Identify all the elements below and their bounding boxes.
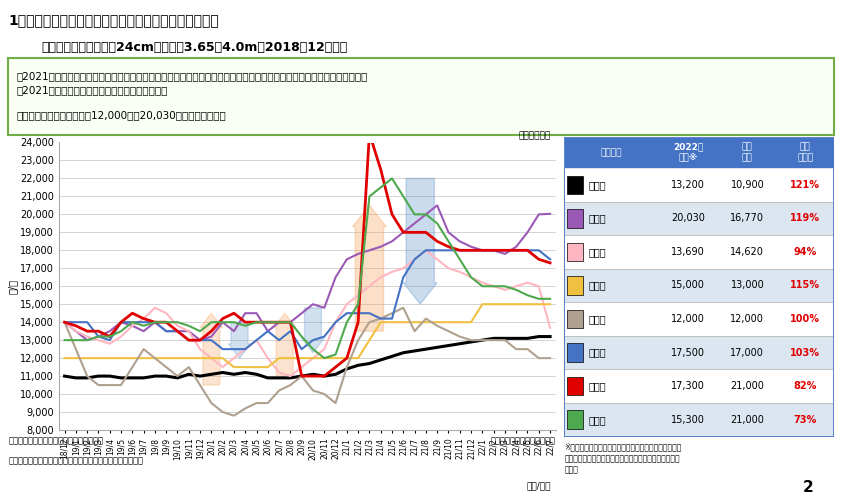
Text: 12,000: 12,000 bbox=[730, 314, 765, 324]
Bar bbox=[567, 176, 583, 194]
Text: 1　価格の動向　（１）原木価格（原木市場・共販所）: 1 価格の動向 （１）原木価格（原木市場・共販所） bbox=[8, 13, 219, 27]
Text: 岡山県: 岡山県 bbox=[589, 314, 606, 324]
Bar bbox=[567, 276, 583, 294]
Text: （年/月）: （年/月） bbox=[526, 482, 551, 491]
Bar bbox=[567, 310, 583, 328]
Bar bbox=[564, 235, 834, 268]
Text: 資料：林野庁木材産業課調べ: 資料：林野庁木材産業課調べ bbox=[491, 436, 556, 445]
Text: 121%: 121% bbox=[791, 180, 820, 190]
Text: 17,000: 17,000 bbox=[730, 348, 765, 358]
Text: 栃木県: 栃木県 bbox=[589, 247, 606, 257]
Text: 秋田県: 秋田県 bbox=[589, 214, 606, 224]
Text: ・2021年４月以降、いわゆるウッドショックにより価格が大きく上昇し、その後一部の地域で下落したが、全般的には、
　2021年３月以前と比較すると高い水準で推移: ・2021年４月以降、いわゆるウッドショックにより価格が大きく上昇し、その後一部… bbox=[17, 72, 368, 96]
Text: 前年
同期: 前年 同期 bbox=[742, 142, 753, 163]
Text: 73%: 73% bbox=[794, 414, 817, 424]
Text: 82%: 82% bbox=[794, 381, 817, 391]
Text: 長野県: 長野県 bbox=[589, 280, 606, 290]
Text: 20,030: 20,030 bbox=[671, 214, 705, 224]
Text: 16,770: 16,770 bbox=[730, 214, 765, 224]
Bar bbox=[564, 302, 834, 336]
Text: 103%: 103% bbox=[791, 348, 820, 358]
Text: 15,000: 15,000 bbox=[671, 280, 705, 290]
FancyArrow shape bbox=[274, 313, 296, 376]
Bar bbox=[564, 168, 834, 202]
Text: ア　スギ（全国）　径24cm程度、長3.65～4.0m（2018年12月～）: ア スギ（全国） 径24cm程度、長3.65～4.0m（2018年12月～） bbox=[41, 41, 348, 54]
Text: 14,620: 14,620 bbox=[730, 247, 765, 257]
Text: 17,300: 17,300 bbox=[671, 381, 705, 391]
FancyArrow shape bbox=[403, 178, 437, 304]
Text: 宮崎県: 宮崎県 bbox=[589, 414, 606, 424]
Text: 北海道: 北海道 bbox=[589, 180, 606, 190]
Text: 21,000: 21,000 bbox=[730, 414, 765, 424]
Text: 前年
同期比: 前年 同期比 bbox=[797, 142, 813, 163]
Bar bbox=[564, 403, 834, 436]
Bar bbox=[564, 268, 834, 302]
Text: 熊本県: 熊本県 bbox=[589, 381, 606, 391]
Text: ※北海道については６月、秋田県、栃木県、長野県、岡
山県、高知県、熊本県及び宮崎県については７月の値を
使用。: ※北海道については６月、秋田県、栃木県、長野県、岡 山県、高知県、熊本県及び宮崎… bbox=[564, 442, 681, 475]
Bar bbox=[564, 370, 834, 403]
Text: 13,690: 13,690 bbox=[671, 247, 705, 257]
Text: 100%: 100% bbox=[791, 314, 820, 324]
Bar bbox=[567, 344, 583, 362]
Bar bbox=[564, 336, 834, 370]
Text: 都道府県: 都道府県 bbox=[600, 148, 622, 158]
Bar bbox=[567, 410, 583, 429]
Bar bbox=[564, 202, 834, 235]
Bar bbox=[564, 138, 834, 168]
Text: 17,500: 17,500 bbox=[671, 348, 705, 358]
Text: 10,900: 10,900 bbox=[731, 180, 765, 190]
Text: ・直近のスギ原木価格は、12,000円～20,030円となっている。: ・直近のスギ原木価格は、12,000円～20,030円となっている。 bbox=[17, 110, 226, 120]
Text: 15,300: 15,300 bbox=[671, 414, 705, 424]
FancyArrow shape bbox=[301, 308, 324, 352]
Text: 119%: 119% bbox=[791, 214, 820, 224]
Text: 13,200: 13,200 bbox=[671, 180, 705, 190]
FancyArrow shape bbox=[228, 322, 251, 358]
Text: 注２：都道府県が選定した特定の原木市場・共販所の価格。: 注２：都道府県が選定した特定の原木市場・共販所の価格。 bbox=[8, 456, 143, 465]
Text: 13,000: 13,000 bbox=[731, 280, 765, 290]
FancyArrow shape bbox=[200, 313, 222, 385]
Text: 21,000: 21,000 bbox=[730, 381, 765, 391]
Text: 2: 2 bbox=[803, 480, 813, 495]
Bar bbox=[567, 377, 583, 396]
Bar bbox=[567, 209, 583, 228]
Bar bbox=[567, 242, 583, 261]
Text: 2022年
直近※: 2022年 直近※ bbox=[673, 142, 703, 163]
FancyArrow shape bbox=[353, 206, 386, 331]
Y-axis label: 円/㎥: 円/㎥ bbox=[8, 279, 18, 293]
Text: （単位：円）: （単位：円） bbox=[519, 132, 551, 140]
Text: 115%: 115% bbox=[791, 280, 820, 290]
FancyBboxPatch shape bbox=[8, 58, 834, 135]
Text: 94%: 94% bbox=[794, 247, 817, 257]
Text: 12,000: 12,000 bbox=[671, 314, 705, 324]
Text: 高知県: 高知県 bbox=[589, 348, 606, 358]
Text: 注１：北海道はカラマツ（工場着価格）。: 注１：北海道はカラマツ（工場着価格）。 bbox=[8, 436, 104, 445]
